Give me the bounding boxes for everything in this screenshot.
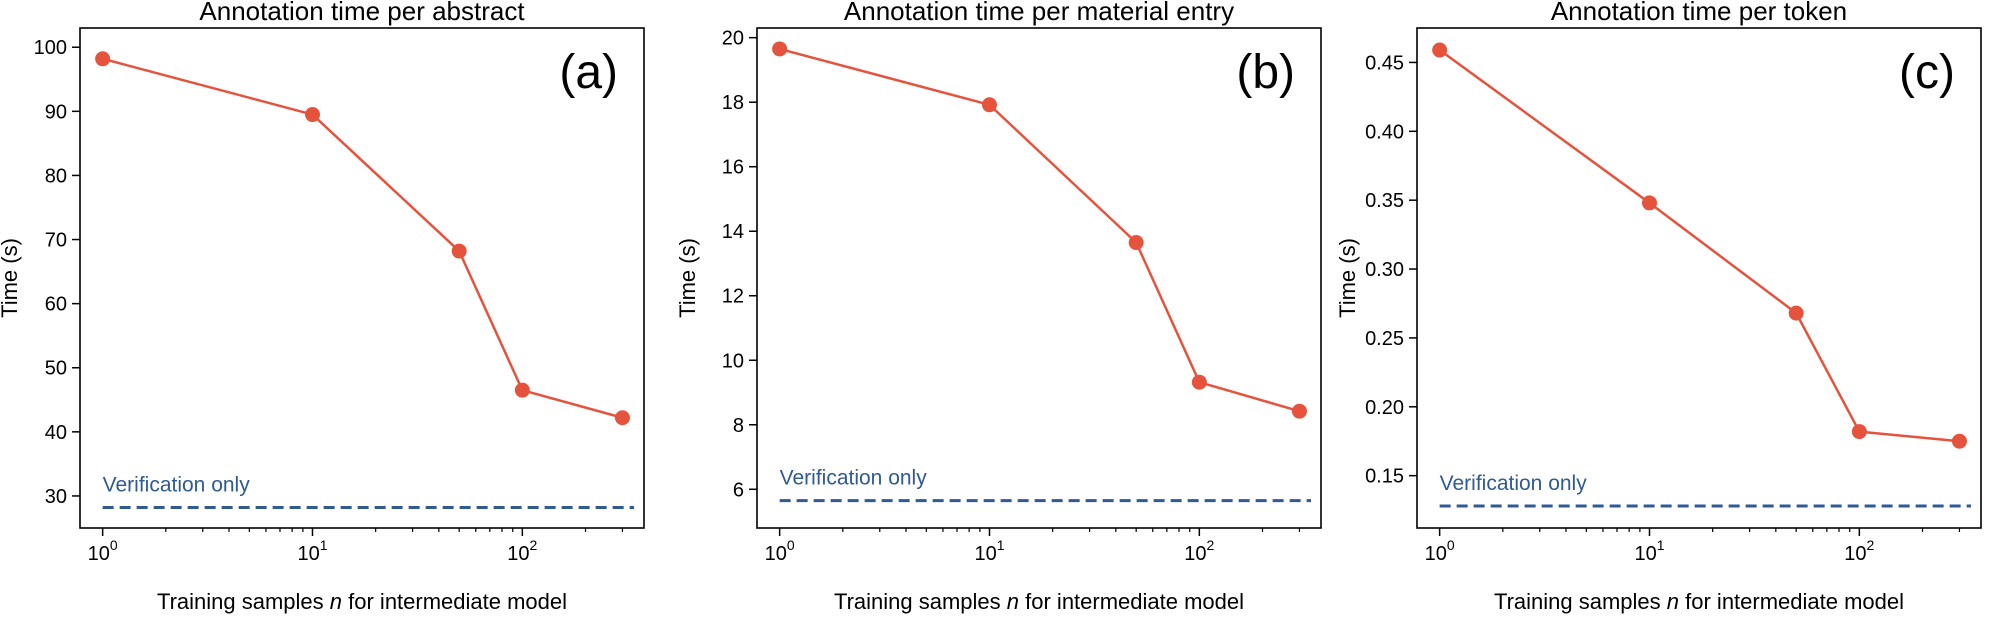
- data-point: [1788, 305, 1804, 321]
- series-line: [779, 47, 1300, 413]
- x-tick-label: 100: [88, 537, 118, 565]
- y-tick-label: 80: [45, 165, 67, 187]
- data-point: [1432, 42, 1448, 58]
- y-tick-label: 100: [34, 37, 67, 59]
- x-tick-label: 102: [507, 537, 537, 565]
- series-line: [1438, 49, 1960, 443]
- data-point: [95, 51, 111, 67]
- panel-label: (b): [1236, 46, 1295, 99]
- y-tick-label: 12: [722, 286, 744, 308]
- chart-title: Annotation time per abstract: [199, 0, 525, 26]
- reference-label: Verification only: [780, 467, 928, 490]
- x-tick-label: 101: [297, 537, 327, 565]
- y-tick-label: 0.15: [1365, 466, 1404, 488]
- y-tick-label: 0.25: [1365, 328, 1404, 350]
- x-tick-label: 101: [974, 537, 1004, 565]
- chart-panel-3: Annotation time per token 100 101 102 0.15 0.…: [1335, 0, 1982, 614]
- y-tick-label: 6: [733, 479, 744, 501]
- y-tick-label: 16: [722, 157, 744, 179]
- chart-title: Annotation time per token: [1551, 0, 1847, 26]
- y-tick-label: 0.40: [1365, 121, 1404, 143]
- y-axis-label: Time (s): [1335, 238, 1360, 318]
- y-tick-label: 0.20: [1365, 397, 1404, 419]
- panel-label: (c): [1899, 46, 1955, 99]
- x-axis-label: Training samples n for intermediate mode…: [157, 589, 567, 614]
- data-point: [514, 382, 530, 398]
- data-point: [981, 97, 997, 113]
- data-point: [614, 410, 630, 426]
- chart-title: Annotation time per material entry: [844, 0, 1234, 26]
- data-point: [1128, 235, 1144, 251]
- data-point: [1641, 195, 1657, 211]
- y-tick-label: 30: [45, 486, 67, 508]
- data-point: [1951, 433, 1967, 449]
- plot-frame: [756, 27, 1322, 529]
- panel-label: (a): [559, 46, 618, 99]
- reference-label: Verification only: [103, 473, 251, 496]
- x-tick-label: 101: [1634, 537, 1664, 565]
- plot-frame: [1416, 27, 1982, 529]
- plot-frame: [79, 27, 645, 529]
- data-point: [304, 107, 320, 123]
- y-tick-label: 20: [722, 28, 744, 50]
- data-point: [772, 41, 788, 57]
- series-line: [102, 57, 623, 419]
- data-point: [451, 243, 467, 259]
- y-tick-label: 8: [733, 415, 744, 437]
- y-axis-label: Time (s): [0, 238, 22, 318]
- x-tick-label: 100: [1425, 537, 1455, 565]
- reference-label: Verification only: [1440, 472, 1588, 495]
- x-tick-label: 100: [765, 537, 795, 565]
- y-tick-label: 50: [45, 358, 67, 380]
- x-axis-label: Training samples n for intermediate mode…: [1494, 589, 1904, 614]
- x-tick-label: 102: [1844, 537, 1874, 565]
- y-tick-label: 10: [722, 350, 744, 372]
- y-tick-label: 70: [45, 230, 67, 252]
- y-tick-label: 0.45: [1365, 52, 1404, 74]
- data-point: [1851, 424, 1867, 440]
- y-tick-label: 18: [722, 92, 744, 114]
- x-tick-label: 102: [1184, 537, 1214, 565]
- y-tick-label: 0.35: [1365, 190, 1404, 212]
- y-tick-label: 0.30: [1365, 259, 1404, 281]
- y-tick-label: 60: [45, 294, 67, 316]
- y-tick-label: 90: [45, 101, 67, 123]
- data-point: [1291, 403, 1307, 419]
- y-tick-label: 14: [722, 221, 744, 243]
- y-tick-label: 40: [45, 422, 67, 444]
- data-point: [1191, 374, 1207, 390]
- y-axis-label: Time (s): [675, 238, 700, 318]
- x-axis-label: Training samples n for intermediate mode…: [834, 589, 1244, 614]
- chart-panel-1: Annotation time per abstract 100 101 102 30 4…: [0, 0, 645, 614]
